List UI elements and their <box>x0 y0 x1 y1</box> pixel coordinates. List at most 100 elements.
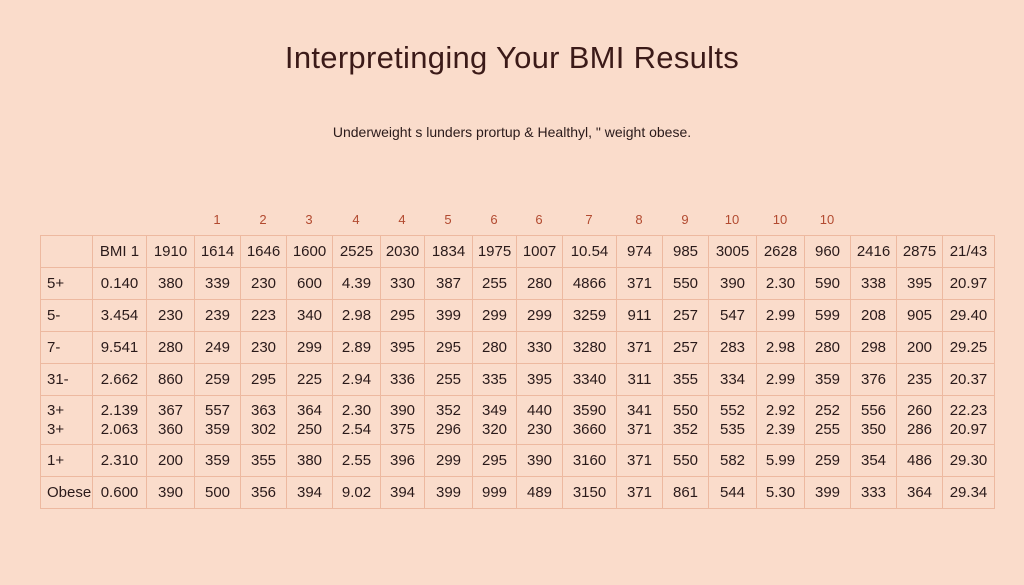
table-cell: 390 375 <box>380 395 425 445</box>
table-cell: 280 <box>516 267 563 300</box>
table-cell: 2.98 <box>756 331 805 364</box>
table-cell: 29.40 <box>942 299 995 332</box>
table-cell: 3280 <box>562 331 617 364</box>
table-cell: 223 <box>240 299 287 332</box>
table-row: 7- 9.541 280 249 230 299 2.89 395 295 280 330 3280 3… <box>40 331 995 364</box>
table-cell: 2.139 2.063 <box>92 395 147 445</box>
table-cell: 3259 <box>562 299 617 332</box>
table-cell: 3340 <box>562 363 617 396</box>
table-cell: 599 <box>804 299 851 332</box>
table-cell: 1007 <box>516 235 563 268</box>
table-cell: 5.30 <box>756 476 805 509</box>
table-cell: 20.97 <box>942 267 995 300</box>
column-number: 10 <box>772 212 788 227</box>
table-cell: 3160 <box>562 444 617 477</box>
table-cell: 295 <box>380 299 425 332</box>
table-cell: 255 <box>472 267 517 300</box>
table-cell: 239 <box>194 299 241 332</box>
table-cell: 394 <box>286 476 333 509</box>
table-row: 31- 2.662 860 259 295 225 2.94 336 255 335 395 3340… <box>40 363 995 396</box>
table-cell: 355 <box>240 444 287 477</box>
table-cell: 333 <box>850 476 897 509</box>
table-cell: 985 <box>662 235 709 268</box>
table-cell: Obese <box>40 476 93 509</box>
table-cell: 1600 <box>286 235 333 268</box>
column-number: 10 <box>724 212 740 227</box>
table-cell: 399 <box>424 476 473 509</box>
table-cell: 311 <box>616 363 663 396</box>
table-cell: 230 <box>240 331 287 364</box>
table-cell: 2.99 <box>756 299 805 332</box>
table-cell: 0.600 <box>92 476 147 509</box>
table-cell: 31- <box>40 363 93 396</box>
table-cell: 371 <box>616 267 663 300</box>
table-cell: 1614 <box>194 235 241 268</box>
table-cell: 1834 <box>424 235 473 268</box>
table-cell: 1646 <box>240 235 287 268</box>
table-cell: 259 <box>804 444 851 477</box>
table-cell: 9.541 <box>92 331 147 364</box>
table-cell: 349 320 <box>472 395 517 445</box>
table-cell: 2875 <box>896 235 943 268</box>
column-number: 9 <box>681 212 689 227</box>
table-cell: 330 <box>380 267 425 300</box>
table-cell: 556 350 <box>850 395 897 445</box>
table-cell: 905 <box>896 299 943 332</box>
table-cell: 0.140 <box>92 267 147 300</box>
table-cell: 335 <box>472 363 517 396</box>
table-cell: 371 <box>616 444 663 477</box>
table-cell: 235 <box>896 363 943 396</box>
table-cell: BMI 1 <box>92 235 147 268</box>
table-cell: 363 302 <box>240 395 287 445</box>
table-cell: 4866 <box>562 267 617 300</box>
table-cell: 394 <box>380 476 425 509</box>
column-number-row: 1 2 3 4 4 5 6 6 7 8 9 10 10 10 <box>0 212 1024 230</box>
column-number: 5 <box>444 212 452 227</box>
table-cell: 295 <box>424 331 473 364</box>
table-cell: 974 <box>616 235 663 268</box>
column-number: 6 <box>490 212 498 227</box>
table-cell: 395 <box>896 267 943 300</box>
table-cell: 395 <box>380 331 425 364</box>
table-cell: 376 <box>850 363 897 396</box>
table-cell: 590 <box>804 267 851 300</box>
table-cell: 7- <box>40 331 93 364</box>
table-cell: 440 230 <box>516 395 563 445</box>
table-cell: 547 <box>708 299 757 332</box>
table-cell: 29.34 <box>942 476 995 509</box>
table-cell: 339 <box>194 267 241 300</box>
column-number: 8 <box>635 212 643 227</box>
bmi-table: BMI 1 1910 1614 1646 1600 2525 2030 1834 1975 100… <box>40 235 995 509</box>
table-cell: 2030 <box>380 235 425 268</box>
table-cell: 544 <box>708 476 757 509</box>
table-header-row: BMI 1 1910 1614 1646 1600 2525 2030 1834 1975 100… <box>40 235 995 268</box>
table-row: 5- 3.454 230 239 223 340 2.98 295 399 299 299 3259 9… <box>40 299 995 332</box>
table-cell: 380 <box>286 444 333 477</box>
table-cell: 371 <box>616 331 663 364</box>
table-cell: 280 <box>146 331 195 364</box>
table-cell: 295 <box>472 444 517 477</box>
column-number: 10 <box>819 212 835 227</box>
table-cell: 390 <box>146 476 195 509</box>
table-cell: 2416 <box>850 235 897 268</box>
table-cell: 600 <box>286 267 333 300</box>
column-number: 3 <box>305 212 313 227</box>
table-cell: 9.02 <box>332 476 381 509</box>
table-cell: 861 <box>662 476 709 509</box>
table-cell: 334 <box>708 363 757 396</box>
table-cell: 355 <box>662 363 709 396</box>
table-cell: 550 352 <box>662 395 709 445</box>
table-cell: 500 <box>194 476 241 509</box>
table-cell: 2525 <box>332 235 381 268</box>
table-cell: 2.92 2.39 <box>756 395 805 445</box>
table-cell: 10.54 <box>562 235 617 268</box>
table-cell: 356 <box>240 476 287 509</box>
column-number: 4 <box>352 212 360 227</box>
table-cell: 299 <box>286 331 333 364</box>
table-cell: 299 <box>472 299 517 332</box>
table-cell: 860 <box>146 363 195 396</box>
column-number: 1 <box>213 212 221 227</box>
table-cell: 4.39 <box>332 267 381 300</box>
table-cell: 295 <box>240 363 287 396</box>
table-cell: 29.30 <box>942 444 995 477</box>
